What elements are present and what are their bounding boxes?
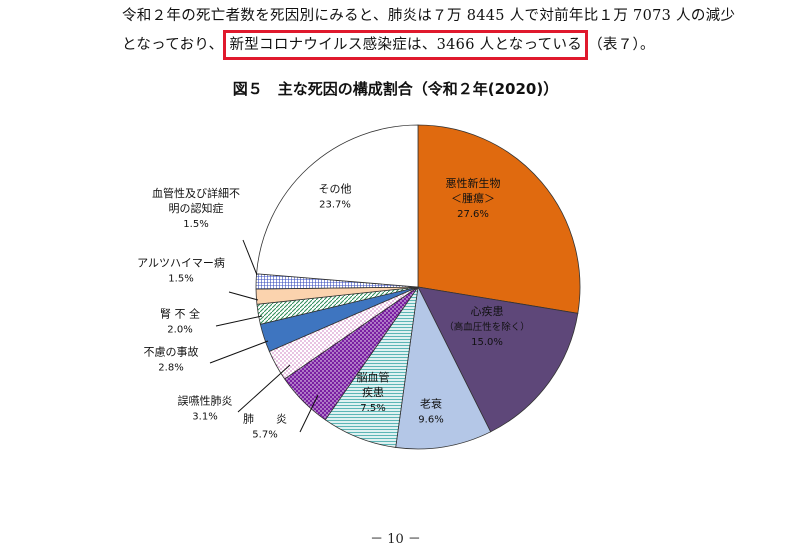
slice-value-label: 2.0%	[167, 325, 192, 336]
slice-label: 腎 不 全 2.0%	[160, 307, 200, 336]
slice-label: 誤嚥性肺炎 3.1%	[178, 394, 233, 423]
slice-value-label: 3.1%	[192, 412, 217, 423]
leader-line	[299, 394, 319, 433]
leader-line	[237, 364, 291, 413]
body-text-line-2-end: （表７）。	[588, 37, 655, 53]
slice-value-label: 2.8%	[158, 363, 183, 374]
slice-label: 心疾患（高血圧性を除く） 15.0%	[444, 304, 530, 348]
slice-label: アルツハイマー病 1.5%	[137, 256, 225, 285]
slice-value-label: 7.5%	[360, 403, 385, 414]
pie-slice	[417, 124, 581, 314]
leader-line	[228, 291, 259, 301]
leader-line	[209, 340, 269, 364]
slice-label: その他 23.7%	[319, 183, 352, 211]
body-text-line-1: 令和２年の死亡者数を死因別にみると、肺炎は７万 8445 人で対前年比１万 70…	[122, 8, 736, 24]
body-text-line-2-start: となっており、	[122, 37, 224, 53]
slice-label: 脳血管疾患 7.5%	[357, 370, 390, 414]
page-number: － 10 －	[370, 532, 421, 547]
body-text-line-2: となっており、 新型コロナウイルス感染症は、3466 人となっている （表７）。	[122, 30, 655, 60]
slice-value-label: 27.6%	[457, 209, 489, 220]
slice-value-label: 1.5%	[168, 274, 193, 285]
slice-value-label: 5.7%	[252, 430, 277, 441]
slice-label: 血管性及び詳細不明の認知症 1.5%	[152, 186, 240, 230]
slice-value-label: 9.6%	[418, 415, 443, 426]
highlighted-text: 新型コロナウイルス感染症は、3466 人となっている	[223, 30, 589, 60]
pie-slice	[395, 285, 492, 450]
leader-line	[242, 239, 258, 276]
slice-label: 不慮の事故 2.8%	[144, 345, 199, 374]
slice-value-label: 23.7%	[319, 200, 351, 211]
slice-label: 悪性新生物＜腫瘍＞ 27.6%	[446, 176, 501, 220]
slice-value-label: 15.0%	[471, 337, 503, 348]
slice-value-label: 1.5%	[183, 219, 208, 230]
slice-label: 肺 炎 5.7%	[243, 413, 287, 441]
slice-label: 老衰 9.6%	[418, 397, 443, 426]
pie-slice	[417, 286, 579, 433]
leader-line	[215, 315, 263, 327]
pie-slice	[256, 124, 419, 288]
chart-title: 図５ 主な死因の構成割合（令和２年(2020)）	[232, 80, 559, 98]
